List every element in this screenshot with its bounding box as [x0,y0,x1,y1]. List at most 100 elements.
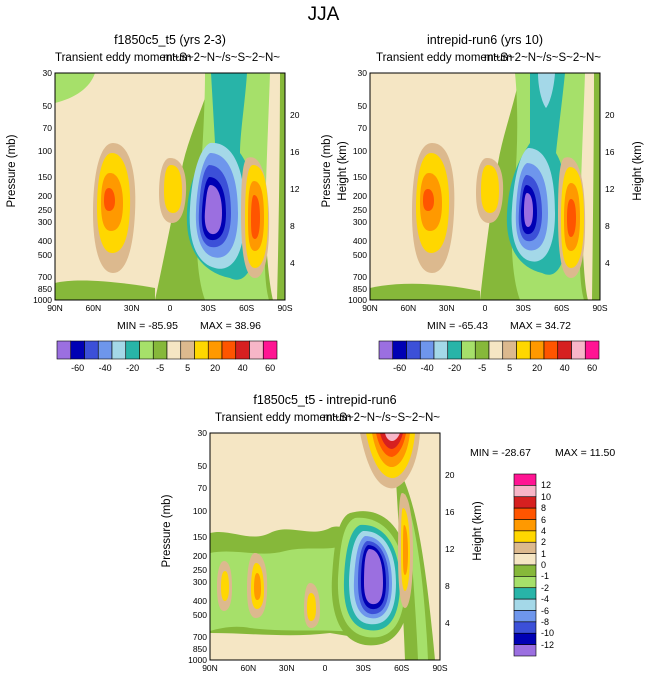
p1-colorbar-box [221,340,237,360]
p3-min: MIN = -28.67 [470,447,531,459]
p1-colorbar-box [70,340,85,360]
p2-ytick: 850 [352,284,367,295]
p3-colorbar-label: -10 [541,628,555,639]
p3-colorbar-box [513,576,537,589]
p1-ytick: 50 [42,101,52,112]
p2-colorbar-box [488,340,504,360]
p3-ytick: 850 [192,644,207,655]
p3-colorbar [513,473,537,657]
p1-y2tick: 20 [290,110,300,121]
p3-top-pink [385,433,400,441]
p1-y2tick: 12 [290,184,300,195]
p1-xtick: 30S [200,303,216,313]
p1-ytick: 250 [37,205,52,216]
p1-colorbar-box [235,340,250,360]
p3-colorbar-box [513,496,537,509]
p1-colorbar-box [152,340,168,360]
p2-colorbar-box [502,340,517,360]
panel-1-plot [54,72,286,301]
p1-colorbar-box [125,340,140,360]
p1-colorbar-box [180,340,195,360]
p1-colorbar-box [166,340,182,360]
p1-topleft-green [55,73,95,103]
p1-ytick: 700 [37,271,52,282]
p1-purple [204,185,222,235]
p2-xtick: 0 [482,303,488,313]
p3-colorbar-label: -6 [541,605,550,616]
p2-colorbar-box [584,340,600,360]
p2-ytick: 500 [352,250,367,261]
p3-colorbar-label: 2 [541,537,547,548]
p2-y2tick: 16 [605,147,615,158]
p1-colorbar-box [111,340,127,360]
p1-ytick: 300 [37,217,52,228]
p1-ytick: 850 [37,284,52,295]
p3-ytick: 300 [192,577,207,588]
p2-colorbar-label: 20 [532,363,543,373]
p3-colorbar-label: -1 [541,571,550,582]
p2-colorbar [378,340,600,360]
p1-colorbar-label: -60 [71,363,85,373]
p2-colorbar-label: -20 [448,363,462,373]
p3-xtick: 30S [355,663,371,673]
p2-colorbar-label: -60 [393,363,407,373]
p3-colorbar-box [513,644,537,657]
p3-colorbar-box [513,553,537,566]
p1-frame [54,72,286,301]
p3-ytick: 500 [192,610,207,621]
p1-green-strip [277,73,285,300]
panel-1-title: f1850c5_t5 (yrs 2-3) [114,33,226,47]
p1-xtick: 60S [239,303,255,313]
p2-colorbar-box [433,340,449,360]
p2-right-red [567,199,576,237]
p1-colorbar-box [249,340,264,360]
panel-3-units: m~S~2~N~/s~S~2~N~ [323,412,440,424]
p3-ytick: 400 [192,595,207,606]
p1-colorbar-label: -5 [156,363,165,373]
p2-y2label: Height (km) [632,141,644,201]
p3-colorbar-label: -2 [541,582,550,593]
p3-colorbar-label: 12 [541,480,552,491]
panel-3-title: f1850c5_t5 - intrepid-run6 [253,393,397,407]
p2-ytick: 300 [352,217,367,228]
p2-y2tick: 12 [605,184,615,195]
p3-ytick: 250 [192,565,207,576]
p1-ytick: 150 [37,172,52,183]
p3-colorbar-label: 6 [541,514,547,525]
p1-colorbar-box [84,340,99,360]
p3-tan-lower [210,633,360,660]
p2-xtick: 90N [362,303,378,313]
p3-y2tick: 4 [445,618,450,628]
p1-y2tick: 16 [290,147,300,158]
p1-xtick: 30N [123,303,140,313]
p1-colorbar-box [56,340,72,360]
p2-xtick: 60N [400,303,417,313]
p3-y2tick: 12 [445,544,455,555]
p1-colorbar-box [207,340,223,360]
panel-1-units: m~S~2~N~/s~S~2~N~ [163,52,280,64]
p3-ytick: 700 [192,631,207,642]
p3-colorbar-box [513,507,537,520]
p1-y2tick: 4 [290,258,295,268]
p3-colorbar-box [513,473,537,486]
p3-y2label: Height (km) [472,501,484,561]
p3-ytick: 1000 [188,655,207,665]
p3-colorbar-label: -12 [541,639,555,650]
p3-colorbar-box [513,610,537,623]
p3-colorbar-box [513,621,537,634]
p1-center-yellow [164,165,182,213]
p3-ytick: 150 [192,532,207,543]
p1-ytick: 30 [42,68,52,78]
p3-ytick: 30 [197,428,207,438]
p1-xtick: 0 [167,303,173,313]
p3-xtick: 30N [278,663,295,673]
p1-max: MAX = 38.96 [200,320,261,332]
p3-ytick: 70 [197,482,207,493]
p3-colorbar-box [513,519,537,532]
p1-left-red [104,188,115,211]
p2-colorbar-box [571,340,586,360]
p2-colorbar-box [516,340,531,360]
p1-colorbar-label: -20 [126,363,140,373]
p2-ytick: 70 [357,122,367,133]
p1-right-red [251,195,260,239]
